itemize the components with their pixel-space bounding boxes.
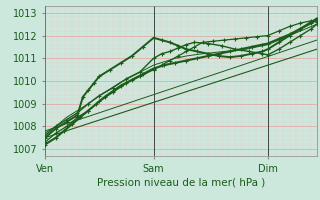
X-axis label: Pression niveau de la mer( hPa ): Pression niveau de la mer( hPa ) <box>97 178 265 188</box>
